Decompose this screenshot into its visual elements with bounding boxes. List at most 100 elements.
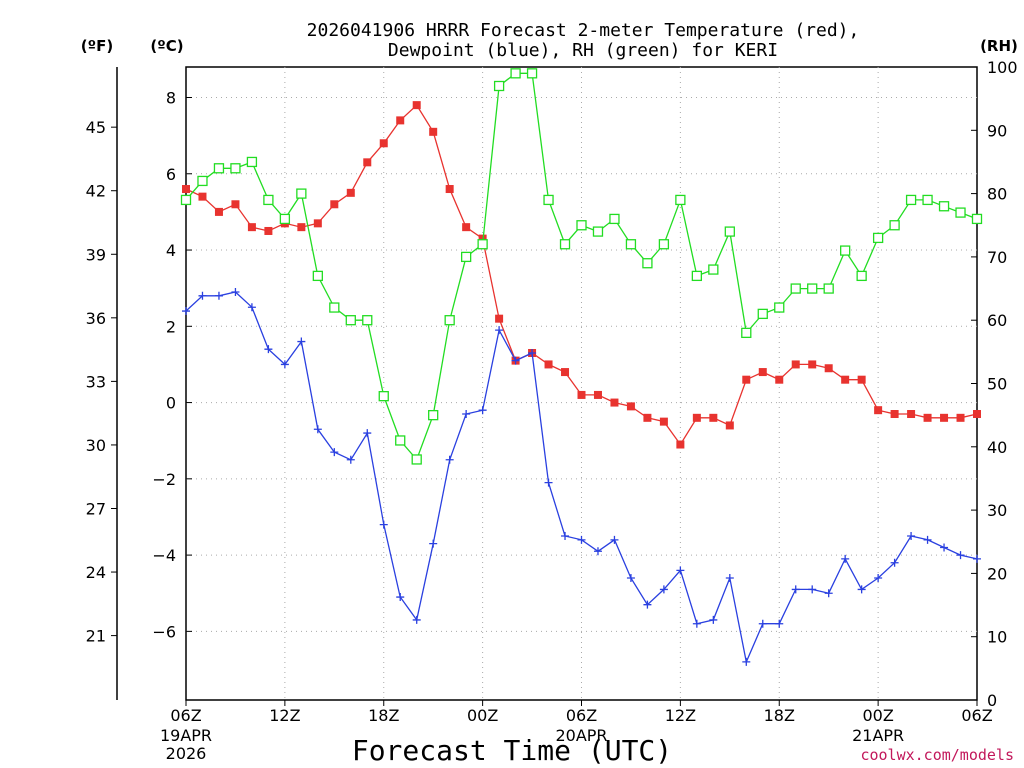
rh-point <box>477 239 488 250</box>
rh-tick-label: 10 <box>987 628 1007 647</box>
rh-tick-label: 40 <box>987 438 1007 457</box>
temperature-point <box>214 207 223 216</box>
celsius-tick-label: 8 <box>166 89 176 108</box>
dewpoint-point <box>544 478 553 487</box>
temperature-point <box>626 402 635 411</box>
x-date-label: 21APR <box>852 726 904 745</box>
dewpoint-point <box>791 585 800 594</box>
temperature-point <box>264 226 273 235</box>
rh-tick-label: 90 <box>987 121 1007 140</box>
chart-title-line1: 2026041906 HRRR Forecast 2-meter Tempera… <box>307 20 860 41</box>
rh-point <box>922 194 933 206</box>
temperature-point <box>659 417 668 426</box>
dewpoint-point <box>247 303 256 312</box>
rh-point <box>823 283 834 294</box>
celsius-tick-label: 0 <box>166 394 176 413</box>
x-tick-label: 00Z <box>467 706 498 725</box>
x-tick-label: 12Z <box>269 706 300 725</box>
rh-point <box>724 226 735 237</box>
rh-point <box>444 315 455 326</box>
dewpoint-point <box>874 573 883 582</box>
fahrenheit-tick-label: 24 <box>86 563 106 582</box>
fahrenheit-tick-label: 42 <box>86 182 106 201</box>
temperature-point <box>709 413 718 422</box>
temperature-point <box>676 440 685 449</box>
rh-tick-label: 80 <box>987 185 1007 204</box>
rh-point <box>428 409 439 421</box>
x-tick-label: 06Z <box>566 706 597 725</box>
chart-title-line2: Dewpoint (blue), RH (green) for KERI <box>388 40 778 61</box>
dewpoint-point <box>775 619 784 628</box>
series-layer <box>180 68 983 666</box>
dewpoint-point <box>379 520 388 529</box>
rh-point <box>658 239 670 250</box>
gridlines <box>186 67 977 700</box>
dewpoint-point <box>478 406 487 415</box>
rh-point <box>807 283 818 294</box>
temperature-point <box>758 368 767 377</box>
rh-point <box>345 315 356 326</box>
celsius-tick-label: 2 <box>166 317 176 336</box>
rh-point <box>872 232 884 244</box>
rh-point <box>230 163 241 174</box>
rh-point <box>395 435 406 446</box>
dewpoint-point <box>956 551 965 560</box>
temperature-point <box>874 406 883 415</box>
temperature-point <box>973 410 981 419</box>
dewpoint-point <box>363 429 372 438</box>
rh-point <box>296 188 307 199</box>
celsius-unit-label: (ºC) <box>150 37 183 55</box>
x-tick-label: 18Z <box>764 706 795 725</box>
fahrenheit-unit-label: (ºF) <box>81 37 113 55</box>
temperature-point <box>956 413 965 422</box>
rh-point <box>691 270 703 282</box>
rh-series-line <box>185 72 978 461</box>
temperature-point <box>808 360 817 369</box>
rh-tick-label: 20 <box>987 564 1007 583</box>
dewpoint-point <box>528 348 537 357</box>
temperature-point <box>692 413 701 422</box>
dewpoint-point <box>462 410 471 419</box>
dewpoint-point <box>692 619 701 628</box>
rh-point <box>411 454 422 465</box>
rh-tick-label: 30 <box>987 501 1007 520</box>
rh-point <box>938 201 950 212</box>
temperature-point <box>544 360 553 369</box>
temperature-point <box>495 314 504 323</box>
dewpoint-point <box>725 573 734 582</box>
fahrenheit-tick-label: 30 <box>86 436 106 455</box>
temperature-point <box>561 368 570 377</box>
temperature-point <box>396 116 405 125</box>
dewpoint-point <box>940 543 949 552</box>
rh-point <box>526 68 538 79</box>
rh-point <box>971 213 983 225</box>
rh-point <box>642 258 653 269</box>
rh-point <box>625 239 637 250</box>
fahrenheit-tick-label: 21 <box>86 627 106 646</box>
rh-tick-label: 60 <box>987 311 1007 330</box>
dewpoint-point <box>626 573 635 582</box>
temperature-point <box>462 223 471 232</box>
dewpoint-point <box>346 455 355 464</box>
x-date-label: 20APR <box>555 726 607 745</box>
dewpoint-point <box>429 539 438 548</box>
rh-point <box>790 283 801 294</box>
rh-point <box>329 302 340 313</box>
dewpoint-point <box>577 535 586 544</box>
fahrenheit-tick-label: 33 <box>86 372 106 391</box>
dewpoint-point <box>643 600 652 609</box>
dewpoint-point <box>280 360 289 369</box>
dewpoint-point <box>297 337 306 346</box>
fahrenheit-tick-label: 45 <box>86 118 106 137</box>
rh-tick-label: 70 <box>987 248 1007 267</box>
rh-point <box>609 213 620 225</box>
temperature-point <box>824 364 833 373</box>
temperature-point <box>841 375 850 384</box>
x-date-label: 2026 <box>166 744 207 763</box>
dewpoint-point <box>561 532 570 541</box>
dewpoint-point <box>824 589 833 598</box>
rh-point <box>378 391 389 402</box>
temperature-point <box>890 410 899 419</box>
x-axis-title: Forecast Time (UTC) <box>352 734 672 767</box>
rh-point <box>559 239 571 250</box>
